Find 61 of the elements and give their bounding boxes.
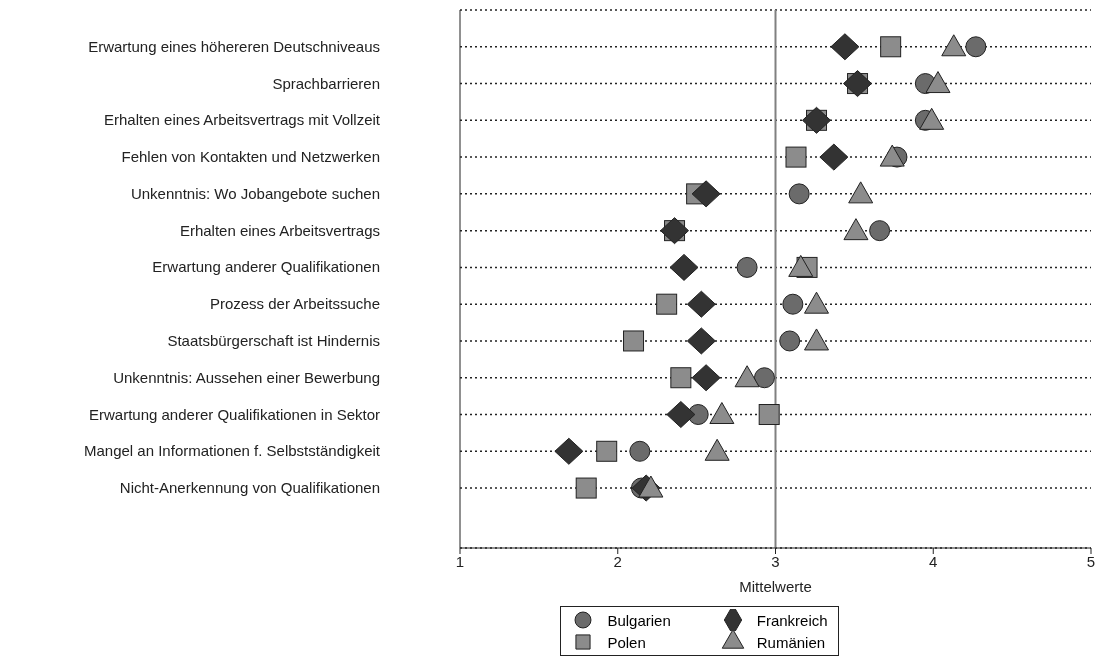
y-tick-label: Unkenntnis: Wo Jobangebote suchen <box>130 184 380 202</box>
point <box>804 328 830 351</box>
point <box>686 290 716 318</box>
legend-label: Rumänien <box>756 633 826 651</box>
point <box>623 330 645 352</box>
y-tick-label: Erwartung anderer Qualifikationen <box>152 258 380 276</box>
y-tick-label: Prozess der Arbeitssuche <box>209 295 380 313</box>
y-tick-label: Erhalten eines Arbeitsvertrags <box>179 221 380 239</box>
point <box>919 107 945 130</box>
point <box>788 183 810 205</box>
point <box>554 437 584 465</box>
point <box>779 330 801 352</box>
x-axis-title: Mittelwerte <box>739 578 812 595</box>
point <box>804 291 830 314</box>
point <box>575 477 597 499</box>
point <box>656 293 678 315</box>
x-tick-label: 2 <box>613 552 622 570</box>
x-tick-label: 5 <box>1086 552 1096 570</box>
point <box>666 401 696 429</box>
point <box>965 36 987 58</box>
legend-label: Polen <box>607 633 646 651</box>
point <box>848 181 874 204</box>
point <box>734 365 760 388</box>
point <box>670 367 692 389</box>
point <box>880 36 902 58</box>
point <box>869 220 891 242</box>
point <box>843 218 869 241</box>
x-tick-label: 4 <box>929 552 938 570</box>
point <box>785 146 807 168</box>
point <box>830 33 860 61</box>
point <box>638 475 664 498</box>
y-tick-label: Nicht-Anerkennung von Qualifikationen <box>119 479 380 497</box>
point <box>782 293 804 315</box>
point <box>879 144 905 167</box>
y-tick-label: Sprachbarrieren <box>272 74 380 92</box>
point <box>686 327 716 355</box>
x-tick-label: 1 <box>455 552 465 570</box>
y-tick-label: Unkenntnis: Aussehen einer Bewerbung <box>113 368 380 386</box>
legend-label: Bulgarien <box>607 611 671 629</box>
point <box>819 143 849 171</box>
point <box>709 402 735 425</box>
point <box>691 180 721 208</box>
point <box>704 438 730 461</box>
legend-label: Frankreich <box>756 611 828 629</box>
point <box>736 256 758 278</box>
point <box>629 440 651 462</box>
y-tick-label: Staatsbürgerschaft ist Hindernis <box>167 331 380 349</box>
point <box>788 254 814 277</box>
x-tick-label: 3 <box>771 552 780 570</box>
point <box>753 367 775 389</box>
y-tick-label: Erwartung anderer Qualifikationen in Sektor <box>89 405 380 423</box>
point <box>758 404 780 426</box>
point <box>941 34 967 57</box>
y-tick-label: Erhalten eines Arbeitsvertrags mit Vollzeit <box>104 111 381 129</box>
y-tick-label: Erwartung eines höhereren Deutschniveaus <box>88 37 380 55</box>
point <box>596 440 618 462</box>
point <box>925 71 951 94</box>
y-tick-label: Fehlen von Kontakten und Netzwerken <box>121 148 380 166</box>
y-tick-label: Mangel an Informationen f. Selbstständigkeit <box>83 442 381 460</box>
point <box>691 364 721 392</box>
point <box>669 253 699 281</box>
